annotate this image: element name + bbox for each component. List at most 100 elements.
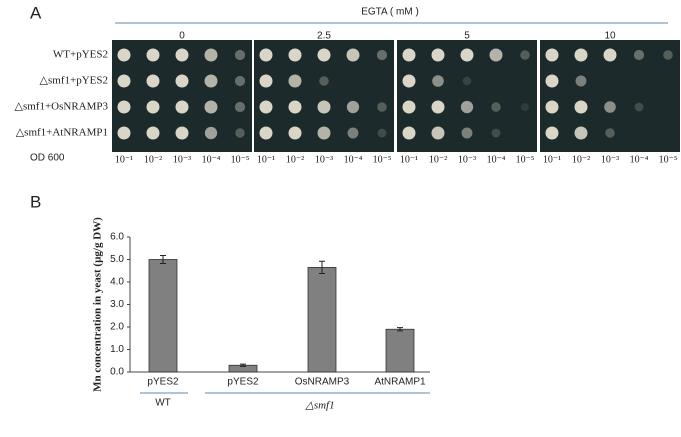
colony-spot — [317, 48, 331, 62]
x-tick-label: pYES2 — [227, 377, 259, 388]
colony-spot — [377, 128, 387, 138]
colony-spot — [491, 128, 501, 138]
colony-spot — [605, 128, 615, 138]
colony-spot — [204, 74, 218, 88]
colony-spot — [317, 126, 331, 140]
colony-spot — [461, 127, 473, 139]
colony-spot — [259, 126, 273, 140]
strain-label: △smf1+AtNRAMP1 — [16, 127, 108, 139]
colony-spot — [604, 101, 616, 113]
dilution-label: 10⁻³ — [601, 154, 619, 165]
colony-spot — [204, 126, 218, 140]
colony-spot — [146, 126, 160, 140]
dilution-label: 10⁻¹ — [543, 154, 561, 165]
error-bar — [160, 254, 166, 265]
od-label: OD 600 — [30, 153, 65, 164]
dilution-label: 10⁻⁴ — [630, 154, 649, 165]
y-tick-label: 1.0 — [110, 344, 124, 355]
colony-spot — [520, 102, 530, 112]
colony-spot — [175, 48, 189, 62]
colony-spot — [575, 75, 587, 87]
colony-spot — [317, 100, 331, 114]
y-axis-label: Mn concentration in yeast (µg/g DW) — [92, 217, 104, 392]
colony-spot — [574, 48, 588, 62]
colony-spot — [376, 49, 388, 61]
colony-spot — [117, 74, 131, 88]
colony-spot — [431, 48, 445, 62]
colony-spot — [633, 49, 645, 61]
colony-spot — [431, 100, 445, 114]
group-label: WT — [155, 398, 171, 409]
y-tick-label: 4.0 — [110, 277, 124, 288]
bar — [385, 328, 415, 373]
dilution-label: 10⁻² — [286, 154, 304, 165]
x-tick-label: OsNRAMP3 — [295, 377, 350, 388]
colony-spot — [545, 126, 559, 140]
dilution-label: 10⁻² — [572, 154, 590, 165]
colony-spot — [319, 76, 329, 86]
colony-spot — [234, 49, 246, 61]
colony-spot — [259, 74, 273, 88]
colony-spot — [545, 48, 559, 62]
colony-spot — [204, 48, 218, 62]
colony-spot — [346, 100, 360, 114]
dilution-label: 10⁻⁵ — [659, 154, 678, 165]
colony-spot — [545, 100, 559, 114]
colony-spot — [146, 100, 160, 114]
colony-spot — [346, 48, 360, 62]
dilution-label: 10⁻² — [429, 154, 447, 165]
colony-spot — [146, 48, 160, 62]
colony-spot — [175, 126, 189, 140]
colony-spot — [603, 48, 617, 62]
colony-spot — [117, 100, 131, 114]
colony-spot — [146, 74, 160, 88]
colony-spot — [402, 48, 416, 62]
group-label: △smf1 — [304, 400, 334, 412]
bar — [148, 259, 178, 373]
dilution-label: 10⁻³ — [315, 154, 333, 165]
colony-spot — [175, 100, 189, 114]
dilution-label: 10⁻⁵ — [231, 154, 250, 165]
error-bar — [240, 363, 246, 367]
colony-spot — [574, 100, 588, 114]
colony-spot — [204, 100, 218, 114]
dilution-label: 10⁻² — [144, 154, 162, 165]
colony-spot — [288, 48, 302, 62]
colony-spot — [432, 75, 444, 87]
y-tick-label: 5.0 — [110, 254, 124, 265]
colony-spot — [431, 126, 445, 140]
colony-spot — [634, 102, 644, 112]
colony-spot — [175, 74, 189, 88]
panel-label: B — [30, 192, 41, 211]
colony-spot — [460, 100, 474, 114]
dilution-label: 10⁻⁴ — [202, 154, 221, 165]
colony-spot — [235, 128, 245, 138]
header: EGTA ( mM ) — [361, 7, 419, 18]
dilution-label: 10⁻⁴ — [344, 154, 363, 165]
colony-spot — [574, 126, 588, 140]
colony-spot — [402, 126, 416, 140]
strain-label: △smf1+OsNRAMP3 — [14, 101, 108, 113]
y-tick-label: 0.0 — [110, 367, 124, 378]
colony-spot — [462, 76, 472, 86]
error-bar — [319, 260, 325, 274]
colony-spot — [234, 75, 246, 87]
panel-label: A — [30, 3, 42, 22]
y-tick-label: 2.0 — [110, 322, 124, 333]
concentration-label: 0 — [179, 31, 185, 42]
colony-spot — [347, 127, 359, 139]
dilution-label: 10⁻⁵ — [373, 154, 392, 165]
colony-spot — [117, 126, 131, 140]
colony-spot — [259, 48, 273, 62]
colony-spot — [545, 74, 559, 88]
x-tick-label: AtNRAMP1 — [374, 377, 426, 388]
dilution-label: 10⁻⁴ — [487, 154, 506, 165]
colony-spot — [663, 50, 673, 60]
y-tick-label: 3.0 — [110, 299, 124, 310]
concentration-label: 2.5 — [317, 31, 331, 42]
colony-spot — [402, 100, 416, 114]
colony-spot — [491, 102, 501, 112]
strain-label: WT+pYES2 — [53, 49, 108, 61]
y-tick-label: 6.0 — [110, 232, 124, 243]
